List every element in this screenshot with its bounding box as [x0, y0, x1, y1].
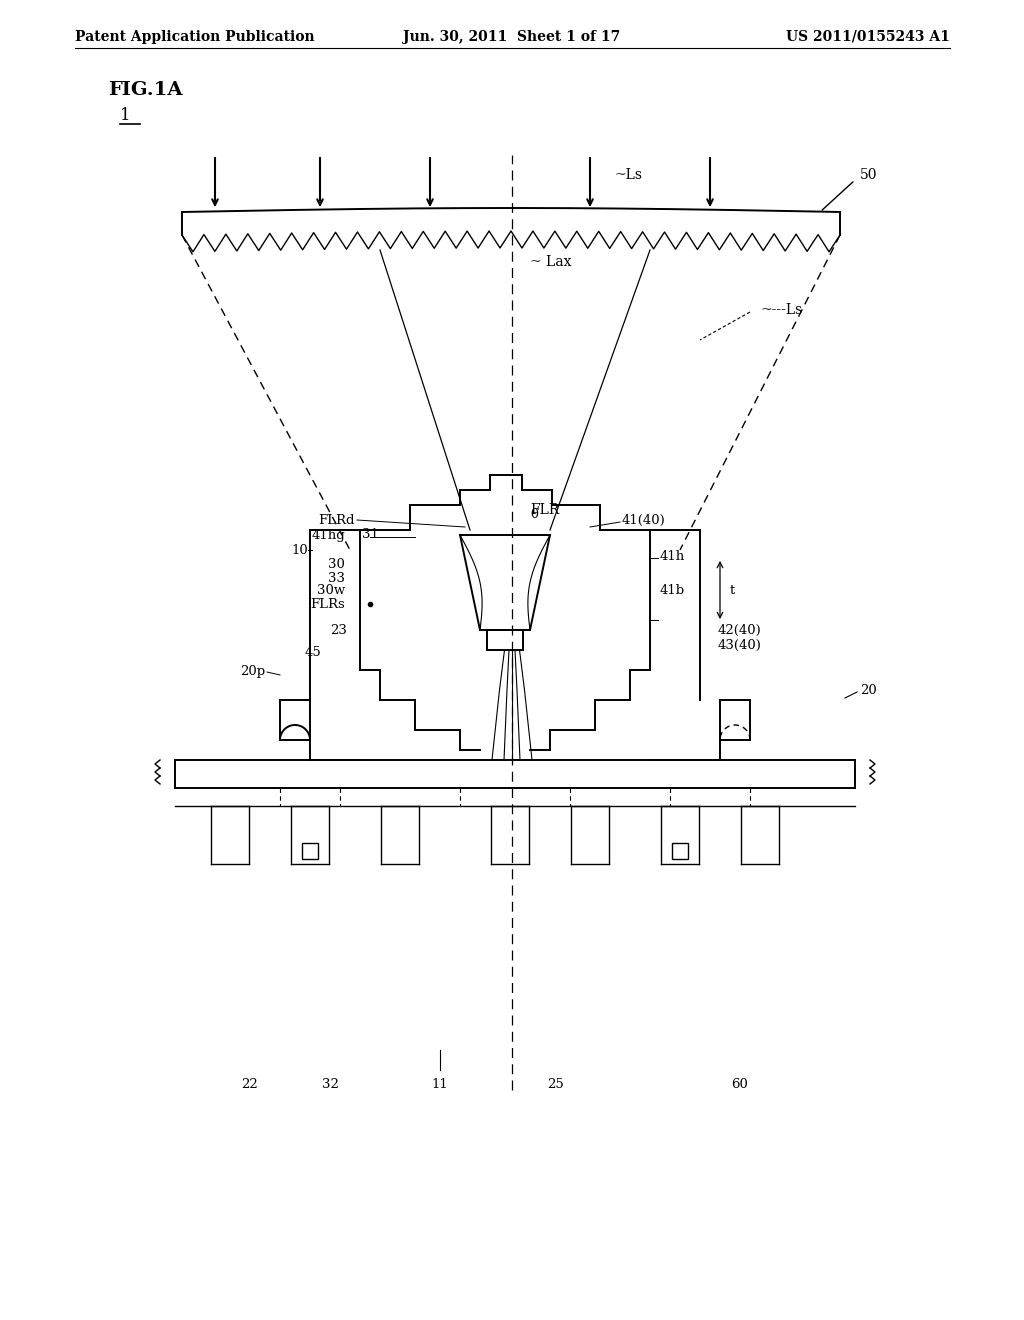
Text: t: t — [730, 583, 735, 597]
Text: FLRd: FLRd — [318, 513, 355, 527]
Text: 32: 32 — [322, 1078, 339, 1092]
Text: 25: 25 — [547, 1078, 563, 1092]
Text: 10: 10 — [291, 544, 308, 557]
Text: 30: 30 — [328, 558, 345, 572]
Text: 22: 22 — [242, 1078, 258, 1092]
Text: 60: 60 — [731, 1078, 749, 1092]
Text: 50: 50 — [860, 168, 878, 182]
Text: FLR: FLR — [530, 503, 559, 517]
Text: 41hg: 41hg — [311, 528, 345, 541]
Text: 20p: 20p — [240, 665, 265, 678]
Text: Jun. 30, 2011  Sheet 1 of 17: Jun. 30, 2011 Sheet 1 of 17 — [403, 30, 621, 44]
Text: 31: 31 — [362, 528, 379, 541]
Text: 20: 20 — [860, 684, 877, 697]
Text: 41b: 41b — [660, 583, 685, 597]
Text: 1: 1 — [120, 107, 131, 124]
Text: FIG.1A: FIG.1A — [108, 81, 182, 99]
Text: ~---Ls: ~---Ls — [760, 304, 802, 317]
Text: 11: 11 — [432, 1078, 449, 1092]
Text: 45: 45 — [305, 645, 322, 659]
Bar — [302, 843, 318, 859]
Bar — [672, 843, 688, 859]
Text: 43(40): 43(40) — [718, 639, 762, 652]
Text: 30w: 30w — [316, 585, 345, 598]
Text: 41(40): 41(40) — [622, 513, 666, 527]
Text: θ: θ — [530, 508, 538, 521]
Text: US 2011/0155243 A1: US 2011/0155243 A1 — [786, 30, 950, 44]
Text: Patent Application Publication: Patent Application Publication — [75, 30, 314, 44]
Text: 42(40): 42(40) — [718, 623, 762, 636]
Text: 33: 33 — [328, 572, 345, 585]
Text: ~Ls: ~Ls — [615, 168, 643, 182]
Text: ~ Lax: ~ Lax — [530, 255, 571, 269]
Text: FLRs: FLRs — [310, 598, 345, 610]
Text: 23: 23 — [330, 623, 347, 636]
Text: 41h: 41h — [660, 550, 685, 564]
